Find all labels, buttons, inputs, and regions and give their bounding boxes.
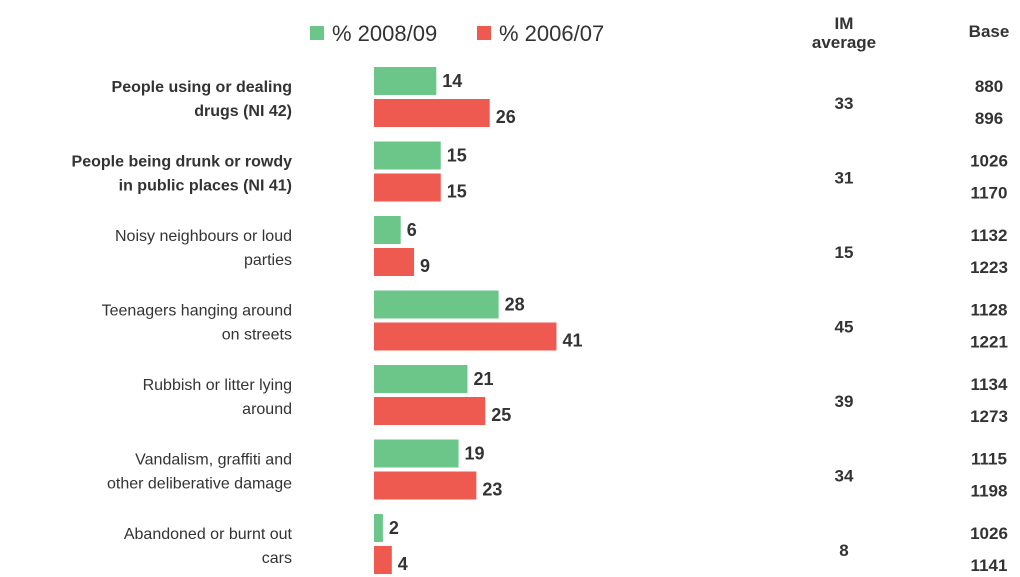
bar-value-label: 15	[447, 182, 467, 202]
category-label: on streets	[222, 327, 292, 344]
bar-value-label: 21	[473, 369, 493, 389]
category-label: cars	[262, 550, 292, 567]
bar-series-2	[374, 99, 490, 127]
bar-value-label: 2	[389, 518, 399, 538]
base-value: 1132	[971, 226, 1008, 245]
im-average-value: 34	[835, 467, 854, 486]
bar-value-label: 19	[465, 444, 485, 464]
bar-value-label: 41	[562, 331, 582, 351]
im-average-header: average	[812, 33, 876, 52]
bar-value-label: 15	[447, 146, 467, 166]
bar-series-2	[374, 173, 441, 202]
chart-row: Noisy neighbours or loud parties 69 15 1132 1…	[115, 216, 1008, 277]
legend-label-2: % 2006/07	[499, 21, 604, 46]
bar-series-1	[374, 67, 437, 95]
base-value: 1198	[971, 482, 1008, 501]
chart-row: People being drunk or rowdy in public pla…	[72, 141, 1008, 203]
category-label: People using or dealing	[112, 79, 292, 96]
category-label: drugs (NI 42)	[194, 103, 292, 120]
im-average-value: 8	[839, 541, 848, 560]
chart-row: Teenagers hanging around on streets 28 41 45…	[102, 290, 1008, 352]
bar-series-2	[374, 471, 477, 500]
base-value: 1170	[971, 184, 1008, 203]
im-average-value: 45	[835, 318, 854, 337]
base-value: 1026	[970, 152, 1008, 171]
bar-value-label: 9	[420, 256, 430, 276]
bar-series-1	[374, 216, 401, 244]
legend-swatch-1	[310, 26, 324, 40]
im-average-header: IM	[835, 14, 854, 33]
category-label: Teenagers hanging around	[102, 303, 292, 320]
chart-row: Vandalism, graffiti and other deliberativ…	[107, 439, 1008, 501]
chart-row: People using or dealing drugs (NI 42) 14 26…	[112, 67, 1003, 128]
bar-value-label: 4	[398, 554, 408, 574]
bar-series-1	[374, 439, 459, 468]
base-value: 1223	[970, 258, 1008, 277]
im-average-value: 39	[835, 392, 854, 411]
bar-series-1	[374, 290, 499, 319]
legend-swatch-2	[477, 26, 491, 40]
category-label: Rubbish or litter lying	[143, 377, 292, 394]
bar-value-label: 26	[496, 107, 516, 127]
category-label: Vandalism, graffiti and	[135, 452, 292, 469]
bar-series-2	[374, 322, 557, 351]
bar-series-2	[374, 248, 415, 276]
base-value: 1134	[971, 375, 1008, 394]
base-value: 896	[975, 109, 1003, 128]
base-value: 1128	[971, 301, 1008, 320]
im-average-value: 31	[835, 169, 854, 188]
bar-series-2	[374, 546, 392, 574]
category-label: parties	[244, 252, 292, 269]
bar-value-label: 14	[442, 71, 462, 91]
base-value: 1026	[970, 524, 1008, 543]
bar-series-1	[374, 141, 441, 170]
category-label: other deliberative damage	[107, 476, 292, 493]
legend-label-1: % 2008/09	[332, 21, 437, 46]
category-label: Abandoned or burnt out	[124, 526, 293, 543]
bar-series-1	[374, 514, 383, 542]
bar-value-label: 23	[482, 480, 502, 500]
bar-series-1	[374, 365, 468, 393]
base-value: 880	[975, 77, 1003, 96]
category-label: People being drunk or rowdy	[72, 154, 293, 171]
chart-row: Abandoned or burnt out cars 2 4 8 1026 1141	[124, 514, 1008, 575]
category-label: Noisy neighbours or loud	[115, 228, 292, 245]
bar-value-label: 28	[505, 295, 525, 315]
bar-value-label: 6	[407, 220, 417, 240]
chart-row: Rubbish or litter lying around 21 25 39 1134 1…	[143, 365, 1008, 426]
base-value: 1221	[970, 333, 1008, 352]
category-label: in public places (NI 41)	[119, 178, 292, 195]
im-average-value: 15	[835, 243, 854, 262]
base-header: Base	[969, 22, 1010, 41]
category-label: around	[242, 401, 292, 418]
base-value: 1115	[971, 450, 1007, 469]
base-value: 1141	[971, 556, 1008, 575]
bar-value-label: 25	[491, 405, 511, 425]
bar-series-2	[374, 397, 486, 425]
base-value: 1273	[970, 407, 1008, 426]
im-average-value: 33	[835, 94, 854, 113]
legend: % 2008/09 % 2006/07	[310, 21, 604, 46]
